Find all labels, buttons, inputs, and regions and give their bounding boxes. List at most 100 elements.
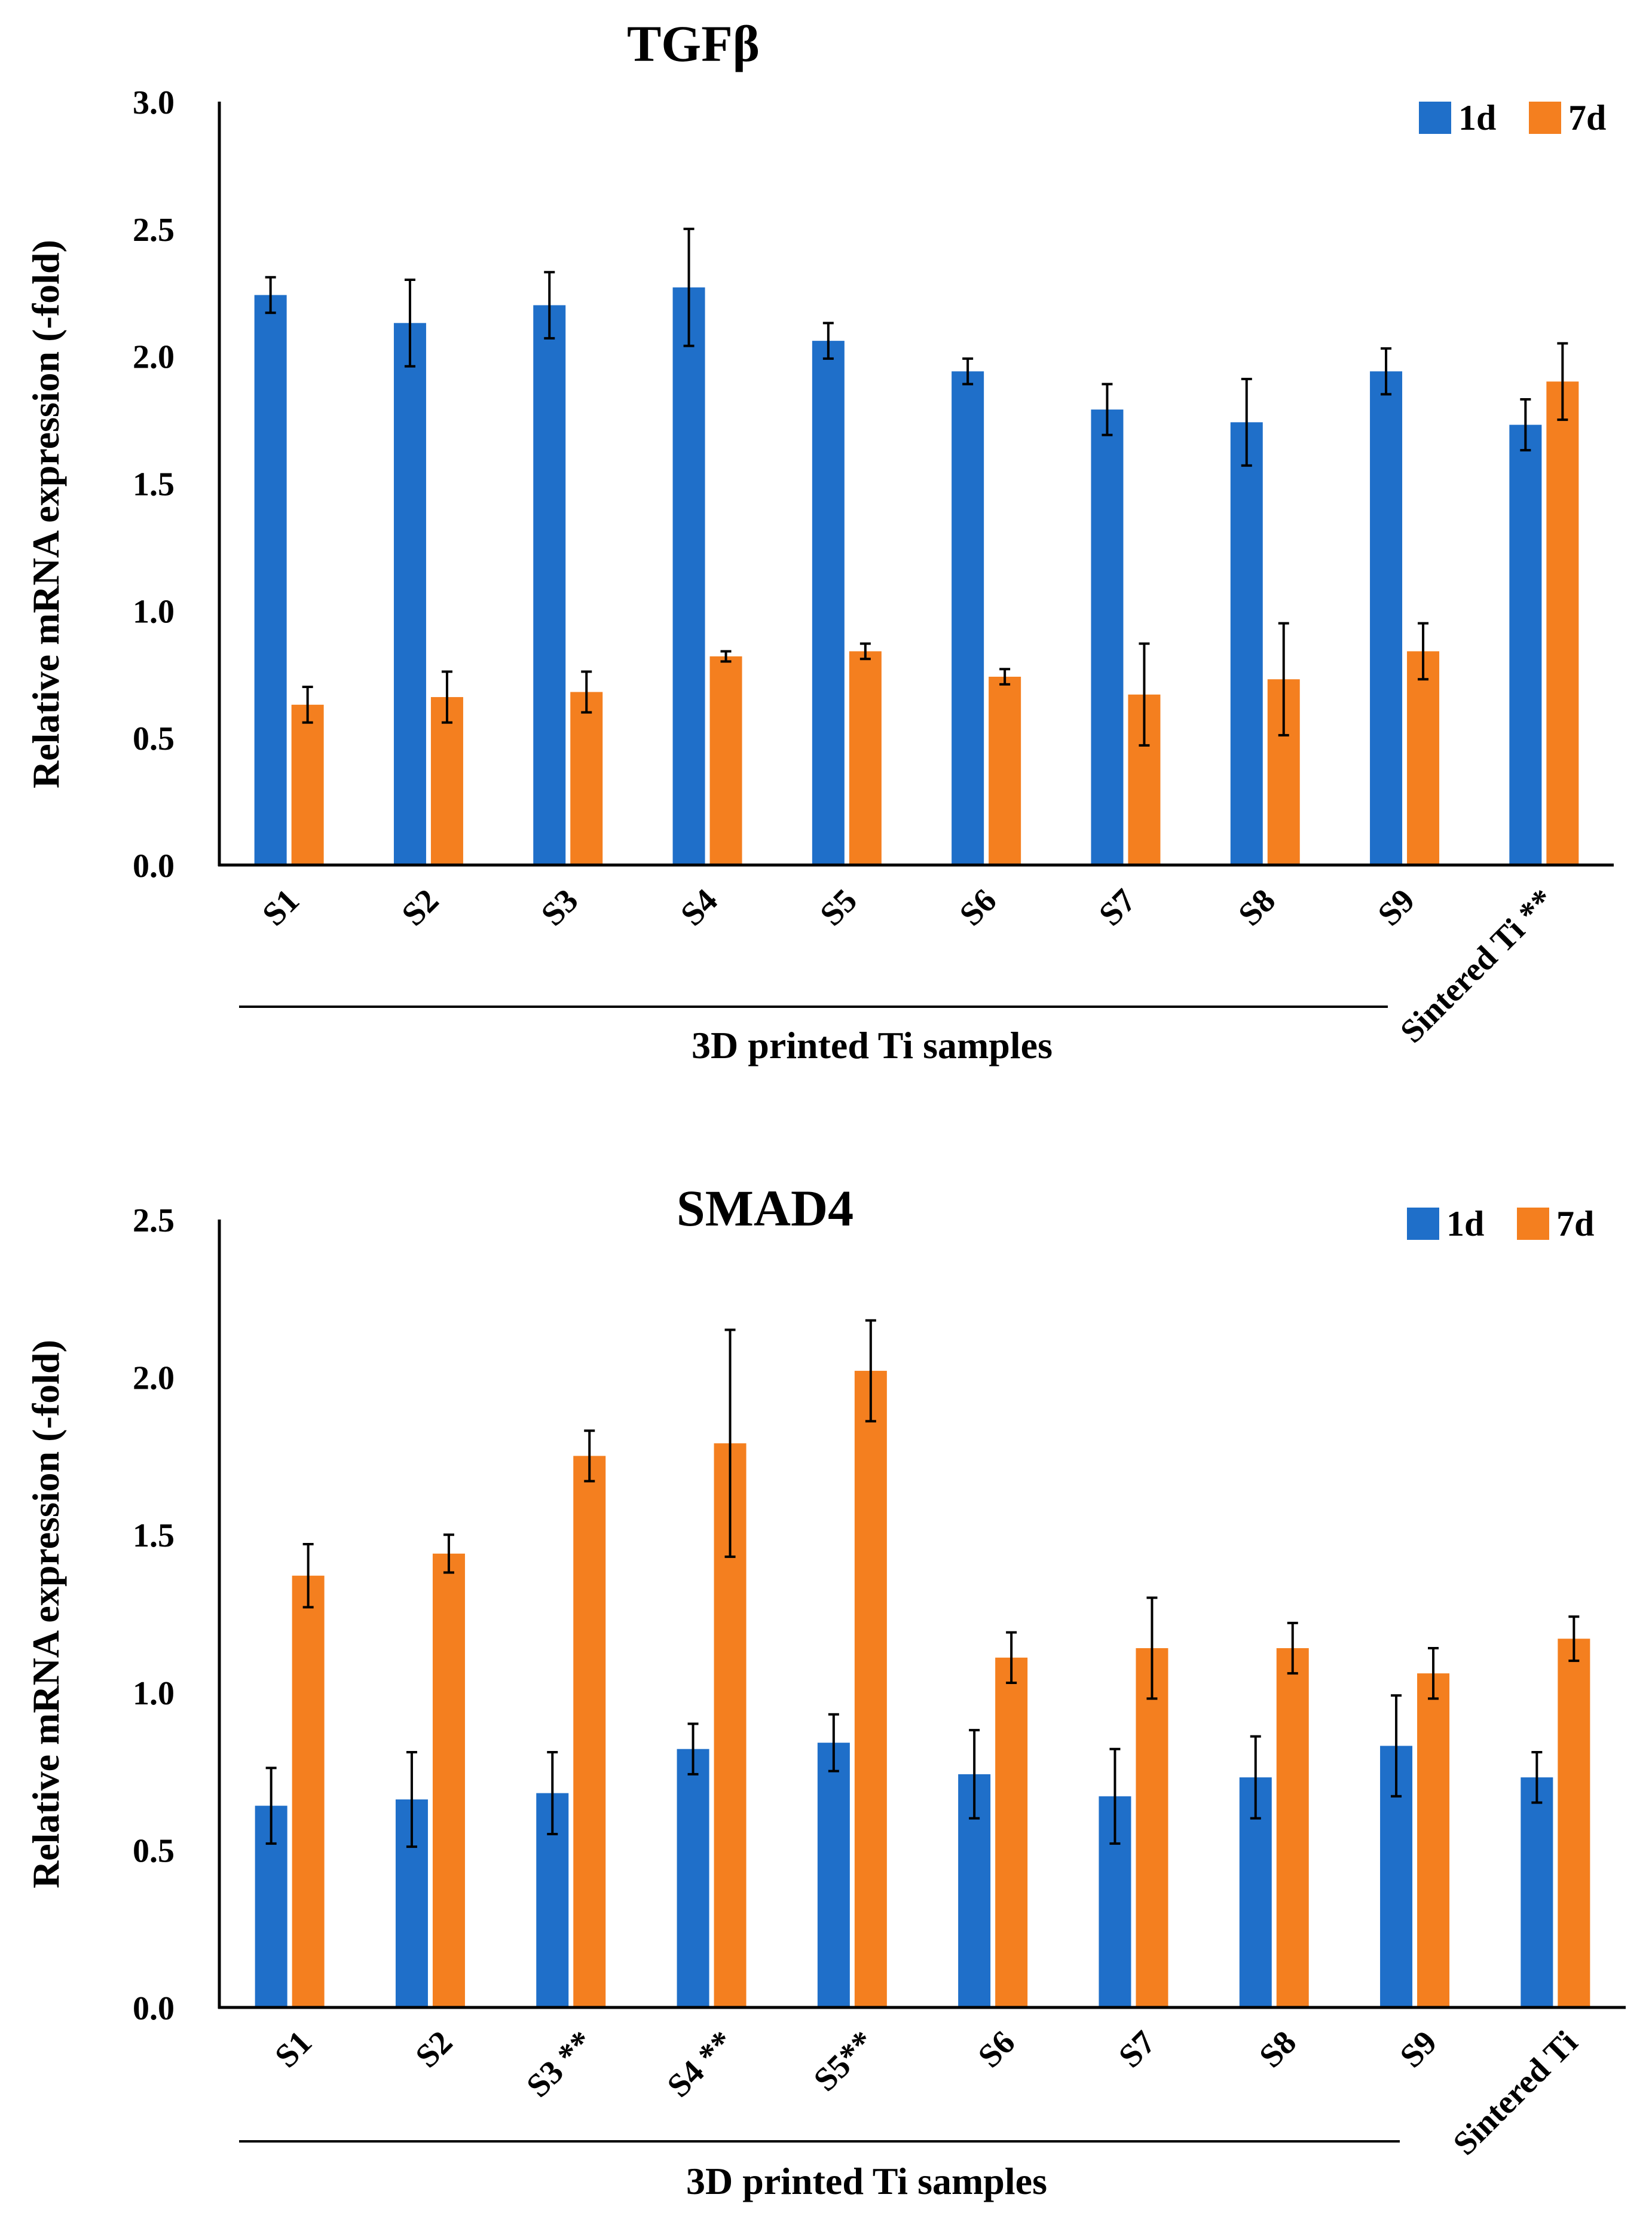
bar-7d-6 (989, 677, 1021, 865)
error-bar-1d-1 (265, 276, 276, 314)
legend-swatch-1d (1407, 1208, 1439, 1240)
tgfb-chart: TGFβ Relative mRNA expression (-fold) 0.… (25, 15, 1614, 1066)
bar-7d-2 (432, 1553, 465, 2007)
x-tick-label: S2 (394, 882, 446, 933)
x-tick-label: S2 (408, 2024, 460, 2075)
error-bar-7d-3 (581, 670, 592, 714)
legend-swatch-1d (1419, 102, 1451, 134)
x-tick-label: S9 (1371, 882, 1422, 933)
error-bar-7d-6 (999, 668, 1011, 686)
legend-label-7d: 7d (1556, 1204, 1594, 1243)
bar-7d-9 (1417, 1673, 1450, 2007)
error-bar-7d-10 (1568, 1615, 1580, 1663)
bar-1d-4 (672, 287, 705, 865)
error-bar-1d-1 (265, 1767, 277, 1845)
x-tick-label: S4 ** (660, 2024, 741, 2104)
x-tick-label: S8 (1252, 2024, 1304, 2075)
error-bar-7d-8 (1278, 622, 1289, 737)
y-tick-label: 1.0 (133, 1675, 175, 1712)
legend-label-1d: 1d (1446, 1204, 1484, 1243)
bar-7d-1 (292, 1575, 325, 2007)
bar-7d-10 (1558, 1639, 1590, 2007)
bar-7d-4 (709, 656, 742, 865)
bar-7d-5 (854, 1371, 887, 2007)
y-axis-label: Relative mRNA expression (-fold) (25, 240, 67, 789)
x-tick-label: S3 (534, 882, 586, 933)
x-tick-label: S9 (1393, 2024, 1445, 2075)
legend-label-7d: 7d (1568, 98, 1606, 137)
error-bar-7d-4 (724, 1328, 736, 1558)
legend-swatch-7d (1517, 1208, 1549, 1240)
y-tick-label: 2.0 (133, 339, 175, 376)
error-bar-1d-9 (1381, 347, 1392, 396)
group-label: 3D printed Ti samples (692, 1024, 1053, 1066)
bar-7d-1 (291, 704, 324, 865)
error-bar-1d-7 (1109, 1747, 1121, 1845)
x-tick-label: S8 (1231, 882, 1283, 933)
error-bar-7d-1 (302, 686, 313, 724)
y-tick-label: 2.5 (133, 212, 175, 249)
smad4-chart: SMAD4 Relative mRNA expression (-fold) 0… (25, 1179, 1626, 2202)
x-tick-label: S1 (255, 882, 307, 933)
y-axis-label: Relative mRNA expression (-fold) (25, 1340, 67, 1888)
bars (254, 287, 1579, 865)
group-label: 3D printed Ti samples (686, 2160, 1047, 2202)
error-bar-7d-8 (1287, 1621, 1298, 1675)
bar-1d-6 (952, 371, 984, 865)
error-bar-1d-9 (1391, 1694, 1402, 1798)
error-bar-7d-2 (443, 1533, 454, 1574)
y-tick-label: 0.0 (133, 1990, 175, 2027)
error-bar-1d-5 (822, 322, 834, 360)
y-tick-label: 0.5 (133, 1832, 175, 1869)
bar-7d-7 (1136, 1648, 1168, 2007)
error-bar-1d-6 (969, 1729, 980, 1820)
bar-1d-4 (677, 1749, 709, 2007)
error-bar-1d-3 (547, 1750, 558, 1836)
bar-7d-3 (570, 692, 603, 865)
y-tick-label: 3.0 (133, 84, 175, 121)
x-tick-label: S5** (807, 2024, 882, 2098)
bar-1d-8 (1230, 422, 1263, 865)
error-bar-1d-2 (404, 278, 415, 368)
error-bar-1d-8 (1250, 1735, 1261, 1820)
y-tick-label: 0.0 (133, 848, 175, 885)
error-bar-1d-4 (687, 1722, 699, 1775)
error-bar-7d-5 (859, 642, 871, 661)
error-bar-1d-4 (683, 227, 695, 347)
error-bar-1d-3 (544, 271, 555, 340)
bar-7d-3 (573, 1456, 606, 2007)
legend: 1d 7d (1407, 1204, 1594, 1243)
error-bar-7d-7 (1139, 642, 1150, 747)
y-tick-label: 2.0 (133, 1360, 175, 1397)
legend: 1d 7d (1419, 98, 1606, 137)
bar-1d-10 (1521, 1777, 1553, 2007)
error-bar-1d-5 (828, 1713, 839, 1773)
bar-7d-10 (1546, 381, 1579, 865)
legend-label-1d: 1d (1458, 98, 1496, 137)
error-bar-7d-5 (865, 1319, 876, 1423)
x-tick-label: S3 ** (519, 2024, 600, 2104)
error-bar-7d-9 (1428, 1646, 1439, 1700)
error-bar-7d-4 (720, 650, 732, 663)
bar-7d-9 (1407, 651, 1440, 865)
legend-swatch-7d (1529, 102, 1561, 134)
error-bar-1d-8 (1241, 377, 1252, 467)
bar-1d-5 (817, 1743, 850, 2007)
error-bar-7d-2 (441, 670, 452, 724)
bar-7d-2 (430, 697, 463, 865)
error-bar-1d-10 (1520, 398, 1531, 452)
error-bar-7d-10 (1557, 342, 1568, 421)
error-bar-1d-2 (406, 1750, 417, 1848)
bar-1d-3 (533, 305, 566, 865)
error-bar-7d-1 (302, 1543, 314, 1609)
bar-1d-2 (393, 323, 426, 865)
y-axis-ticks: 0.0 0.5 1.0 1.5 2.0 2.5 (133, 1202, 175, 2027)
y-axis-ticks: 0.0 0.5 1.0 1.5 2.0 2.5 3.0 (133, 84, 175, 885)
error-bar-1d-10 (1531, 1750, 1543, 1804)
chart-title: SMAD4 (677, 1179, 853, 1237)
axes (218, 1220, 1626, 2009)
bar-1d-9 (1370, 371, 1403, 865)
y-tick-label: 1.5 (133, 466, 175, 503)
